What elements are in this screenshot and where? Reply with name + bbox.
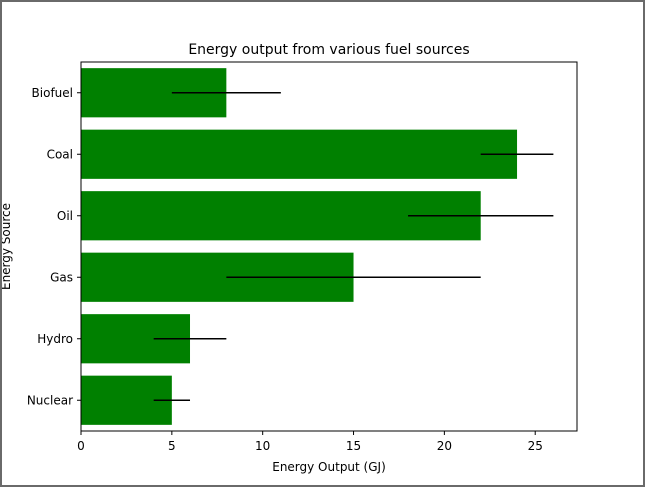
x-axis-label: Energy Output (GJ)	[272, 460, 386, 474]
y-tick-label-nuclear: Nuclear	[27, 393, 73, 407]
chart-title: Energy output from various fuel sources	[188, 42, 469, 58]
x-tick-label: 0	[77, 439, 85, 453]
x-tick-label: 10	[255, 439, 270, 453]
x-tick-label: 5	[168, 439, 176, 453]
y-tick-label-biofuel: Biofuel	[32, 86, 73, 100]
y-axis-label: Energy Source	[2, 203, 13, 290]
plot-area	[80, 61, 578, 432]
x-tick-label: 25	[528, 439, 543, 453]
axes-frame	[80, 61, 578, 432]
y-tick-label-gas: Gas	[50, 270, 73, 284]
bar-coal	[81, 129, 518, 179]
y-tick-label-hydro: Hydro	[37, 332, 73, 346]
x-tick-label: 15	[346, 439, 361, 453]
y-tick-label-oil: Oil	[57, 209, 73, 223]
y-axis: Nuclear Hydro Gas Oil Coal Biofuel	[27, 86, 81, 407]
x-tick-label: 20	[437, 439, 452, 453]
y-tick-label-coal: Coal	[47, 147, 73, 161]
x-axis: 0 5 10 15 20 25	[77, 431, 543, 453]
